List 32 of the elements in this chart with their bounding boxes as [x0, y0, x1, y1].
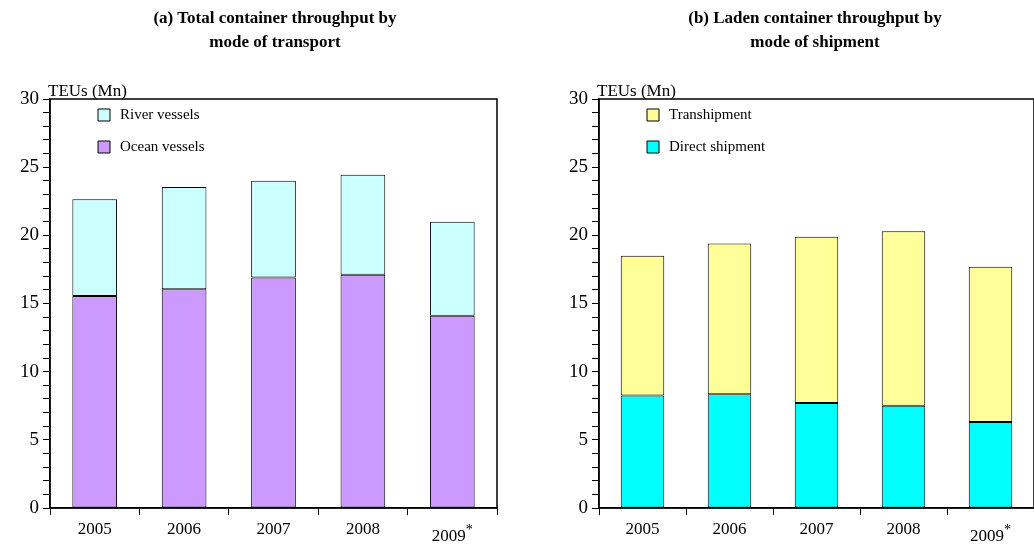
chart-title: (a) Total container throughput by mode of transport: [152, 7, 398, 53]
y-tick-label: 30: [20, 86, 39, 108]
x-tick-label: 2006: [712, 519, 747, 538]
y-tick-label: 15: [569, 291, 588, 313]
x-tick-label: 2008: [345, 519, 380, 538]
y-tick-label: 10: [569, 359, 588, 381]
x-tick-label: 2009$^{*}$: [431, 520, 473, 545]
x-tick-label: 2005: [77, 519, 112, 538]
legend-label: Ocean vessels: [120, 137, 205, 154]
y-tick-label: 10: [20, 359, 39, 381]
y-tick-label: 0: [578, 495, 588, 517]
y-tick-label: 30: [569, 86, 588, 108]
x-tick-label: 2007: [799, 519, 834, 538]
x-tick-label: 2009$^{*}$: [969, 520, 1012, 545]
x-tick-label: 2005: [625, 519, 660, 538]
y-tick-label: 15: [20, 291, 39, 313]
y-tick-label: 25: [20, 155, 39, 177]
y-tick-label: 20: [20, 223, 39, 245]
x-tick-label: 2006: [167, 519, 202, 538]
y-tick-label: 20: [569, 223, 588, 245]
y-axis-title: TEUs (Mn): [48, 80, 127, 100]
x-tick-label: 2008: [886, 519, 921, 538]
legend-label: Direct shipment: [669, 137, 767, 154]
y-tick-label: 5: [578, 427, 588, 449]
y-tick-label: 25: [569, 155, 588, 177]
legend-label: River vessels: [120, 105, 200, 122]
y-axis-title: TEUs (Mn): [597, 80, 676, 100]
x-tick-label: 2007: [256, 519, 291, 538]
y-tick-label: 5: [29, 427, 39, 449]
chart-title: (b) Laden container throughput by mode of shipment: [687, 7, 943, 53]
y-tick-label: 0: [29, 495, 39, 517]
legend-label: Transhipment: [669, 105, 753, 122]
